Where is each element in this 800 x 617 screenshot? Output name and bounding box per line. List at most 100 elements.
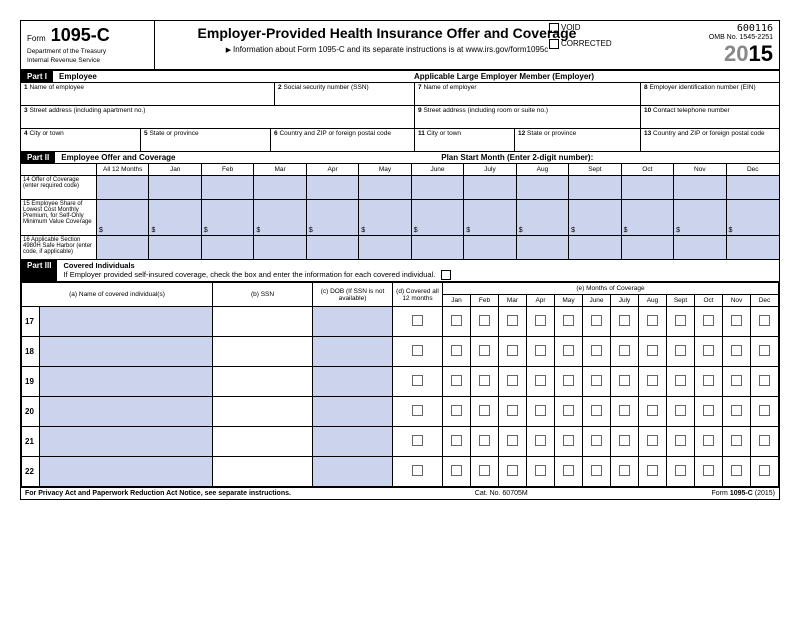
covered-name[interactable] (40, 307, 213, 337)
covered-mon-5[interactable] (583, 367, 611, 397)
covered-all12[interactable] (393, 457, 443, 487)
covered-mon-0[interactable] (443, 457, 471, 487)
field-4[interactable]: 4 City or town (21, 129, 141, 151)
covered-mon-2[interactable] (499, 337, 527, 367)
covered-mon-9[interactable] (695, 367, 723, 397)
field-11[interactable]: 11 City or town (415, 129, 515, 151)
covered-mon-2[interactable] (499, 307, 527, 337)
covered-mon-1[interactable] (471, 427, 499, 457)
covered-mon-8[interactable] (667, 457, 695, 487)
covered-mon-9[interactable] (695, 397, 723, 427)
covered-dob[interactable] (313, 367, 393, 397)
covered-mon-11[interactable] (751, 307, 779, 337)
covered-mon-5[interactable] (583, 397, 611, 427)
covered-mon-0[interactable] (443, 397, 471, 427)
covered-mon-11[interactable] (751, 367, 779, 397)
corrected-checkbox[interactable] (549, 39, 559, 49)
covered-mon-4[interactable] (555, 427, 583, 457)
covered-mon-2[interactable] (499, 427, 527, 457)
covered-mon-5[interactable] (583, 307, 611, 337)
covered-mon-2[interactable] (499, 397, 527, 427)
field-13[interactable]: 13 Country and ZIP or foreign postal cod… (641, 129, 779, 151)
void-checkbox[interactable] (549, 23, 559, 33)
covered-all12[interactable] (393, 307, 443, 337)
covered-mon-10[interactable] (723, 427, 751, 457)
covered-ssn[interactable] (213, 307, 313, 337)
covered-all12[interactable] (393, 397, 443, 427)
field-10[interactable]: 10 Contact telephone number (641, 106, 779, 128)
covered-all12[interactable] (393, 367, 443, 397)
covered-name[interactable] (40, 397, 213, 427)
covered-mon-10[interactable] (723, 367, 751, 397)
covered-mon-5[interactable] (583, 337, 611, 367)
covered-mon-6[interactable] (611, 307, 639, 337)
field-5[interactable]: 5 State or province (141, 129, 271, 151)
covered-dob[interactable] (313, 307, 393, 337)
covered-mon-6[interactable] (611, 457, 639, 487)
covered-mon-7[interactable] (639, 307, 667, 337)
field-6[interactable]: 6 Country and ZIP or foreign postal code (271, 129, 415, 151)
covered-mon-4[interactable] (555, 457, 583, 487)
covered-mon-6[interactable] (611, 427, 639, 457)
covered-mon-8[interactable] (667, 397, 695, 427)
covered-mon-11[interactable] (751, 457, 779, 487)
covered-mon-4[interactable] (555, 307, 583, 337)
covered-name[interactable] (40, 457, 213, 487)
covered-mon-5[interactable] (583, 427, 611, 457)
covered-name[interactable] (40, 337, 213, 367)
covered-mon-1[interactable] (471, 337, 499, 367)
covered-ssn[interactable] (213, 337, 313, 367)
covered-mon-9[interactable] (695, 307, 723, 337)
covered-mon-2[interactable] (499, 367, 527, 397)
covered-all12[interactable] (393, 337, 443, 367)
covered-mon-10[interactable] (723, 337, 751, 367)
field-12[interactable]: 12 State or province (515, 129, 641, 151)
r15-all[interactable] (97, 200, 149, 236)
covered-dob[interactable] (313, 337, 393, 367)
covered-mon-10[interactable] (723, 307, 751, 337)
covered-ssn[interactable] (213, 457, 313, 487)
covered-mon-1[interactable] (471, 397, 499, 427)
covered-mon-4[interactable] (555, 337, 583, 367)
covered-mon-3[interactable] (527, 397, 555, 427)
covered-mon-3[interactable] (527, 427, 555, 457)
covered-mon-9[interactable] (695, 457, 723, 487)
covered-mon-7[interactable] (639, 427, 667, 457)
covered-mon-1[interactable] (471, 367, 499, 397)
covered-mon-7[interactable] (639, 457, 667, 487)
covered-mon-5[interactable] (583, 457, 611, 487)
r16-all[interactable] (97, 236, 149, 260)
covered-mon-3[interactable] (527, 457, 555, 487)
covered-mon-0[interactable] (443, 367, 471, 397)
covered-mon-7[interactable] (639, 337, 667, 367)
covered-mon-10[interactable] (723, 457, 751, 487)
covered-mon-0[interactable] (443, 337, 471, 367)
covered-ssn[interactable] (213, 427, 313, 457)
covered-mon-8[interactable] (667, 367, 695, 397)
covered-mon-4[interactable] (555, 397, 583, 427)
covered-mon-9[interactable] (695, 427, 723, 457)
covered-mon-3[interactable] (527, 337, 555, 367)
covered-mon-7[interactable] (639, 397, 667, 427)
covered-dob[interactable] (313, 397, 393, 427)
covered-dob[interactable] (313, 457, 393, 487)
covered-mon-6[interactable] (611, 397, 639, 427)
covered-all12[interactable] (393, 427, 443, 457)
covered-mon-9[interactable] (695, 337, 723, 367)
covered-mon-3[interactable] (527, 367, 555, 397)
covered-mon-11[interactable] (751, 427, 779, 457)
field-3[interactable]: 3 Street address (including apartment no… (21, 106, 415, 128)
covered-mon-2[interactable] (499, 457, 527, 487)
covered-mon-8[interactable] (667, 427, 695, 457)
field-8[interactable]: 8 Employer identification number (EIN) (641, 83, 779, 105)
covered-mon-8[interactable] (667, 307, 695, 337)
covered-dob[interactable] (313, 427, 393, 457)
field-2[interactable]: 2 Social security number (SSN) (275, 83, 415, 105)
covered-mon-6[interactable] (611, 337, 639, 367)
plan-start-month[interactable]: Plan Start Month (Enter 2-digit number): (435, 152, 779, 163)
field-9[interactable]: 9 Street address (including room or suit… (415, 106, 641, 128)
covered-mon-1[interactable] (471, 457, 499, 487)
covered-mon-0[interactable] (443, 307, 471, 337)
covered-mon-3[interactable] (527, 307, 555, 337)
covered-ssn[interactable] (213, 367, 313, 397)
